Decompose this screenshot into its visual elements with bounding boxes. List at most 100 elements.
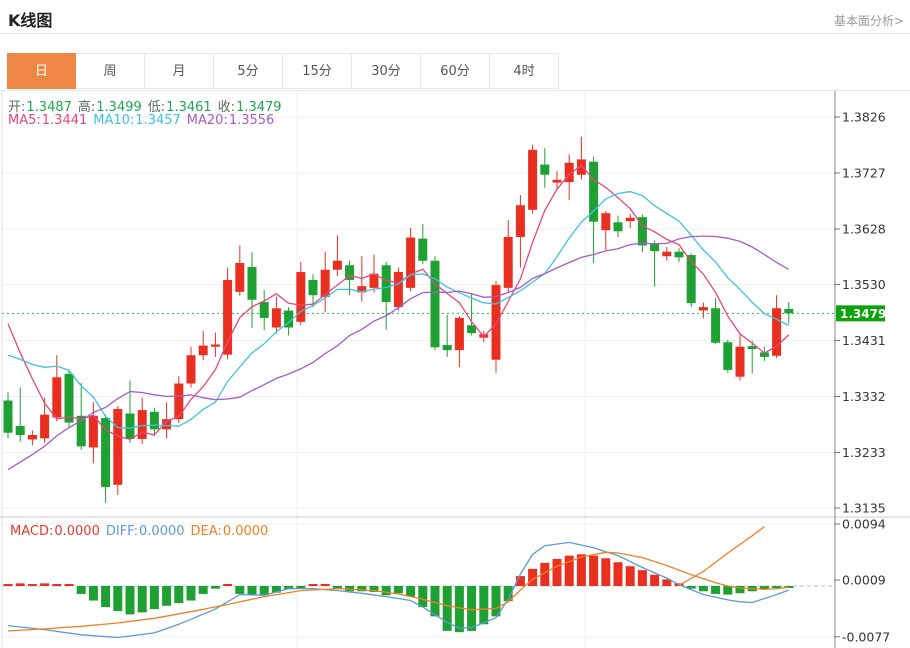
macd-axis-label: 0.0094 xyxy=(842,516,886,531)
tab-interval-2[interactable]: 月 xyxy=(145,53,214,89)
candle-body xyxy=(698,307,708,311)
tab-interval-5[interactable]: 30分 xyxy=(352,53,421,89)
candle-body xyxy=(357,286,367,293)
candle-body xyxy=(113,408,123,485)
candle-body xyxy=(27,435,37,440)
candle-body xyxy=(735,346,745,377)
macd-hist-bar xyxy=(442,586,452,631)
macd-hist-bar xyxy=(27,584,37,586)
price-axis-label: 1.3826 xyxy=(842,110,886,125)
candle-body xyxy=(271,308,281,328)
candle-body xyxy=(503,236,513,288)
macd-axis-label: -0.0077 xyxy=(842,629,890,644)
macd-hist-bar xyxy=(650,574,660,586)
macdro-value-1: 0.0000 xyxy=(139,524,185,539)
candle-body xyxy=(637,217,647,246)
candle-body xyxy=(747,346,757,349)
price-axis-label: 1.3135 xyxy=(842,501,886,516)
maro-label-0: MA5: xyxy=(8,113,41,128)
candle-body xyxy=(418,238,428,261)
macd-hist-bar xyxy=(210,586,220,589)
price-axis-label: 1.3233 xyxy=(842,445,886,460)
candle-body xyxy=(662,251,672,257)
ohlc-value-1: 1.3499 xyxy=(96,100,142,115)
macd-hist-bar xyxy=(162,586,172,606)
candle-body xyxy=(686,255,696,304)
price-axis-label: 1.3727 xyxy=(842,166,886,181)
price-axis-label: 1.3431 xyxy=(842,333,886,348)
tab-interval-1[interactable]: 周 xyxy=(76,53,145,89)
price-axis-label: 1.3628 xyxy=(842,222,886,237)
candle-body xyxy=(235,262,245,292)
candle-body xyxy=(540,164,550,175)
current-price-badge xyxy=(836,305,885,322)
candle-body xyxy=(393,272,403,308)
macd-hist-bar xyxy=(613,562,623,586)
macd-hist-bar xyxy=(247,586,257,595)
macdro-label-0: MACD: xyxy=(10,524,54,539)
candle-body xyxy=(76,415,86,447)
candle-body xyxy=(88,415,98,448)
candle-body xyxy=(759,352,769,357)
macd-hist-bar xyxy=(88,586,98,601)
candle-body xyxy=(345,265,355,280)
tab-interval-7[interactable]: 4时 xyxy=(490,53,559,89)
tab-interval-0[interactable]: 日 xyxy=(7,53,76,89)
macd-hist-bar xyxy=(259,586,269,596)
macdro-value-0: 0.0000 xyxy=(54,524,100,539)
candle-body xyxy=(454,317,464,351)
macd-hist-bar xyxy=(418,586,428,608)
maro-value-1: 1.3457 xyxy=(135,113,181,128)
maro-value-0: 1.3441 xyxy=(41,113,88,128)
maro-value-2: 1.3556 xyxy=(228,113,275,128)
macd-hist-bar xyxy=(125,586,135,615)
macd-hist-bar xyxy=(772,586,782,588)
macd-hist-bar xyxy=(576,554,586,586)
candle-body xyxy=(186,355,196,384)
macdro-value-2: 0.0000 xyxy=(222,524,269,539)
candle-body xyxy=(174,383,184,420)
ma5-line xyxy=(7,164,790,441)
candle-body xyxy=(491,285,501,360)
ohlc-value-3: 1.3479 xyxy=(236,100,282,115)
candle-body xyxy=(772,308,782,356)
ma20-line xyxy=(7,235,790,471)
macd-hist-bar xyxy=(76,586,86,594)
ohlc-label-1: 高: xyxy=(77,100,96,115)
macd-hist-bar xyxy=(52,584,62,586)
candle-body xyxy=(564,162,574,183)
macd-hist-bar xyxy=(223,584,233,586)
tab-interval-3[interactable]: 5分 xyxy=(214,53,283,89)
candle-body xyxy=(52,377,62,418)
macd-hist-bar xyxy=(784,586,794,588)
current-price-badge-text: 1.3479 xyxy=(840,307,886,321)
candle-body xyxy=(198,345,208,356)
macd-hist-bar xyxy=(381,586,391,596)
candle-body xyxy=(308,279,318,296)
macd-hist-bar xyxy=(198,586,208,594)
tab-interval-4[interactable]: 15分 xyxy=(283,53,352,89)
macdro-label-1: DIFF: xyxy=(105,524,139,539)
page-title: K线图 xyxy=(8,11,53,30)
candle-body xyxy=(784,308,794,314)
macd-hist-bar xyxy=(686,586,696,589)
ohlc-value-0: 1.3487 xyxy=(26,100,72,115)
macd-hist-bar xyxy=(15,583,25,586)
candle-body xyxy=(406,237,416,288)
macd-hist-bar xyxy=(101,586,111,608)
tabrow-divider xyxy=(0,90,910,91)
candle-body xyxy=(332,260,342,270)
macd-hist-bar xyxy=(637,570,647,586)
tab-interval-6[interactable]: 60分 xyxy=(421,53,490,89)
fundamental-analysis-link[interactable]: 基本面分析> xyxy=(833,14,904,28)
maro-label-1: MA10: xyxy=(93,113,135,128)
candle-body xyxy=(442,345,452,351)
candle-body xyxy=(674,251,684,258)
price-axis-label: 1.3530 xyxy=(842,277,886,292)
macd-hist-bar xyxy=(406,586,416,597)
macd-hist-bar xyxy=(113,586,123,612)
macd-hist-bar xyxy=(296,586,306,588)
macd-hist-bar xyxy=(393,586,403,594)
